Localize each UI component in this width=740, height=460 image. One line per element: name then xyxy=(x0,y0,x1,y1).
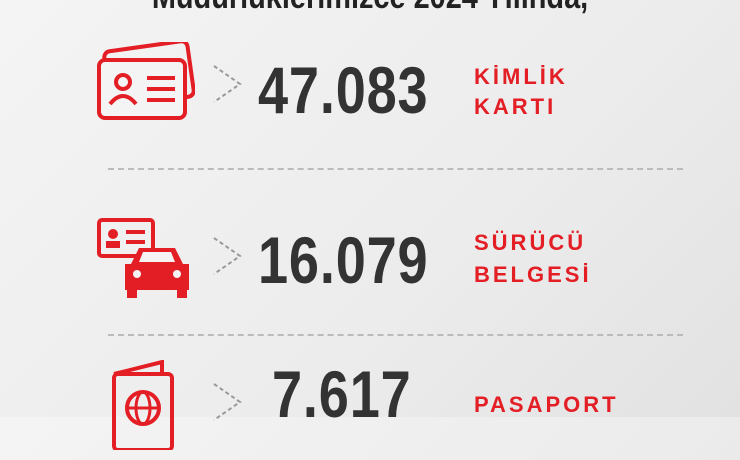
divider xyxy=(108,168,683,170)
stat-row-id-card: 47.083 KİMLİK KARTI xyxy=(0,42,740,142)
stat-value: 7.617 xyxy=(272,357,412,431)
chevron-right-icon xyxy=(213,65,242,103)
stat-label-line2: KARTI xyxy=(474,94,557,119)
chevron-right-icon xyxy=(213,383,242,421)
driver-license-car-icon xyxy=(97,218,189,298)
header-title: Müdürlüklerimizce 2024 Yılında, xyxy=(56,0,685,17)
passport-icon xyxy=(112,360,174,450)
divider xyxy=(108,334,683,336)
stat-label-line1: PASAPORT xyxy=(474,392,619,417)
id-card-icon xyxy=(97,42,195,120)
stat-label-line1: SÜRÜCÜ xyxy=(474,230,587,255)
stat-label-line2: BELGESİ xyxy=(474,262,592,287)
stat-label-line1: KİMLİK xyxy=(474,64,568,89)
stat-row-driver-license: 16.079 SÜRÜCÜ BELGESİ xyxy=(0,214,740,314)
stat-value: 47.083 xyxy=(258,53,429,127)
chevron-right-icon xyxy=(213,237,242,275)
stat-row-passport: 7.617 PASAPORT xyxy=(0,357,740,460)
stat-value: 16.079 xyxy=(258,223,429,297)
